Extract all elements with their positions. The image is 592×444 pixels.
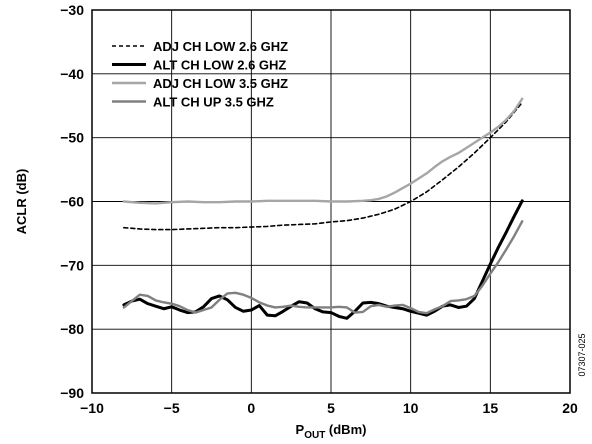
y-tick-label: −90	[60, 385, 84, 401]
tick-layer: −10 −5 0 5 10 15 20−30−40−50−60−70−80−90	[60, 2, 578, 416]
y-tick-label: −30	[60, 2, 84, 18]
x-tick-label: 10	[403, 400, 419, 416]
x-axis-label-unit: (dBm)	[325, 422, 366, 437]
x-tick-label: 15	[483, 400, 499, 416]
x-tick-label: −10	[80, 400, 104, 416]
series-line-3	[122, 97, 524, 205]
y-tick-label: −40	[60, 66, 84, 82]
legend-label: ALT CH UP 3.5 GHZ	[153, 95, 274, 110]
series-layer	[122, 97, 524, 320]
y-tick-label: −60	[60, 194, 84, 210]
x-tick-label: 20	[562, 400, 578, 416]
legend-label: ADJ CH LOW 2.6 GHZ	[153, 39, 288, 54]
y-tick-label: −80	[60, 321, 84, 337]
x-axis-label: POUT (dBm)	[296, 422, 367, 441]
plot-frame	[91, 9, 571, 394]
series-line-1	[123, 101, 523, 231]
x-tick-label: −5	[164, 400, 180, 416]
series-line-2	[122, 199, 524, 320]
y-tick-label: −50	[60, 130, 84, 146]
x-axis-label-main: P	[296, 422, 305, 437]
legend: ADJ CH LOW 2.6 GHZ ALT CH LOW 2.6 GHZ ADJ …	[112, 39, 288, 110]
figure-id: 07307-025	[577, 333, 587, 376]
x-axis-label-subscript: OUT	[304, 430, 325, 441]
y-tick-label: −70	[60, 257, 84, 273]
y-axis-label: ACLR (dB)	[14, 169, 29, 235]
legend-label: ADJ CH LOW 3.5 GHZ	[153, 76, 288, 91]
x-tick-label: 5	[327, 400, 335, 416]
x-tick-label: 0	[247, 400, 255, 416]
legend-label: ALT CH LOW 2.6 GHZ	[153, 58, 286, 73]
series-line-4	[122, 220, 524, 315]
